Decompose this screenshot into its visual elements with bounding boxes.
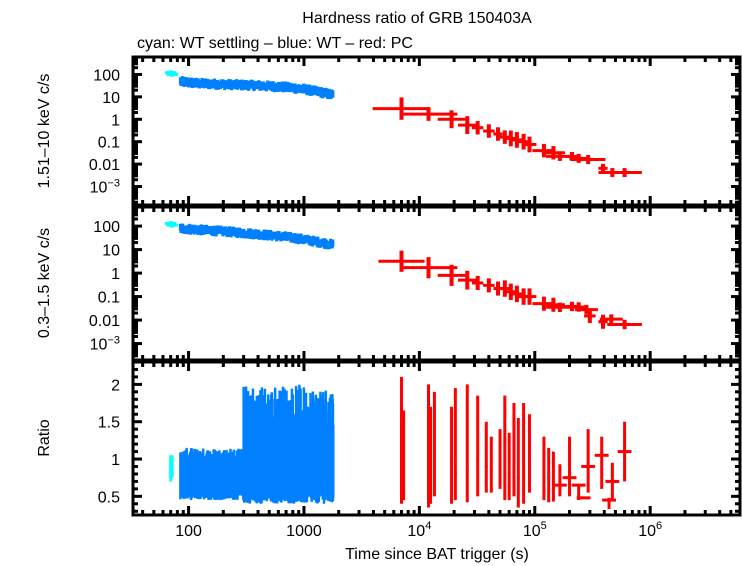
y-tick-label: 10−3 xyxy=(90,178,120,197)
x-tick-label: 104 xyxy=(407,520,431,540)
y-tick-label: 1.5 xyxy=(98,415,120,432)
plot-frame xyxy=(131,360,742,517)
x-axis-label: Time since BAT trigger (s) xyxy=(345,546,529,563)
y-tick-exponent: −3 xyxy=(107,335,120,347)
y-tick-label: 100 xyxy=(93,67,120,84)
series-pc xyxy=(400,376,632,510)
y-tick-label: 10 xyxy=(102,90,120,107)
y-tick-label: 10 xyxy=(102,243,120,260)
x-tick-exponent: 5 xyxy=(541,520,547,532)
y-tick-label: 0.1 xyxy=(98,290,120,307)
y-tick-base: 10 xyxy=(90,337,108,354)
x-tick-base: 10 xyxy=(638,523,656,540)
series-wt xyxy=(178,76,335,100)
series-pc xyxy=(378,250,642,330)
x-tick-label: 106 xyxy=(638,520,662,540)
x-tick-labels: 100 1000 104 105 106 xyxy=(175,520,662,540)
y-tick-label: 1 xyxy=(111,452,120,469)
y-tick-label: 0.5 xyxy=(98,489,120,506)
y-tick-label: 10−3 xyxy=(90,335,120,354)
y-axis-label-hard: 1.51–10 keV c/s xyxy=(36,74,53,189)
y-tick-label: 0.01 xyxy=(89,313,120,330)
series-wt-settling xyxy=(164,70,178,77)
y-tick-label: 2 xyxy=(111,377,120,394)
y-tick-label: 1 xyxy=(111,112,120,129)
x-tick-exponent: 6 xyxy=(656,520,662,532)
panel-ratio: Ratio 2 1.5 1 0.5 xyxy=(36,360,742,517)
y-axis-label-ratio: Ratio xyxy=(36,419,53,456)
x-tick-exponent: 4 xyxy=(425,520,431,532)
x-tick-base: 10 xyxy=(407,523,425,540)
y-tick-label: 0.01 xyxy=(89,157,120,174)
chart-title: Hardness ratio of GRB 150403A xyxy=(302,10,532,27)
x-tick-label: 105 xyxy=(523,520,547,540)
chart-subtitle-legend: cyan: WT settling – blue: WT – red: PC xyxy=(137,35,413,52)
series-wt-settling xyxy=(164,221,178,228)
y-tick-label: 0.1 xyxy=(98,135,120,152)
x-tick-base: 10 xyxy=(523,523,541,540)
series-wt xyxy=(179,384,335,504)
y-tick-exponent: −3 xyxy=(107,178,120,190)
y-tick-label: 100 xyxy=(93,219,120,236)
y-tick-base: 10 xyxy=(90,180,108,197)
y-axis-label-soft: 0.3–1.5 keV c/s xyxy=(36,228,53,338)
series-wt-settling xyxy=(169,455,174,482)
series-pc xyxy=(372,97,642,178)
plot-frame xyxy=(131,55,742,207)
x-tick-label: 100 xyxy=(175,523,202,540)
series-wt xyxy=(178,223,335,250)
y-tick-label: 1 xyxy=(111,266,120,283)
x-tick-label: 1000 xyxy=(286,523,322,540)
